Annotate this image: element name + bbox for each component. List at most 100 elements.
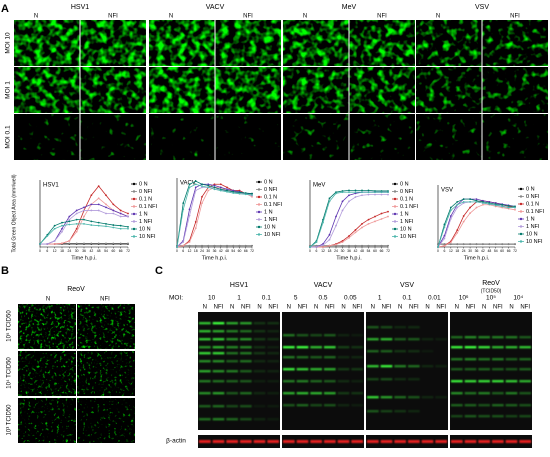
legend-label: 10 NFI xyxy=(400,234,417,240)
data-point xyxy=(469,212,471,215)
condition-label: NFI xyxy=(377,14,387,20)
loading-membrane xyxy=(450,435,532,448)
legend-marker xyxy=(257,203,261,206)
actin-band xyxy=(253,440,266,443)
x-tick-label: 66 xyxy=(244,249,248,253)
data-point xyxy=(462,201,465,203)
micrograph xyxy=(149,67,215,113)
protein-band xyxy=(283,334,295,337)
panel-label: A xyxy=(1,3,9,15)
protein-band xyxy=(394,326,406,329)
data-point xyxy=(194,186,197,189)
legend-label: 0 NFI xyxy=(400,189,414,195)
data-point xyxy=(361,226,363,229)
protein-band xyxy=(226,418,238,421)
x-tick-label: 66 xyxy=(507,249,511,253)
legend-marker xyxy=(519,195,523,198)
legend-marker xyxy=(132,190,136,193)
x-tick-label: 12 xyxy=(449,249,453,253)
protein-band xyxy=(199,360,211,363)
protein-band xyxy=(367,326,379,329)
protein-band xyxy=(519,358,531,361)
data-point xyxy=(361,191,363,194)
legend-label: 10 N xyxy=(400,226,412,232)
protein-band xyxy=(212,380,225,383)
y-axis-label: Total Green Object Area (mm²/well) xyxy=(11,174,17,252)
data-point xyxy=(83,209,85,212)
data-point xyxy=(226,244,228,247)
lane-label: NFI xyxy=(520,305,530,311)
data-point xyxy=(462,243,465,246)
protein-band xyxy=(212,338,225,341)
x-tick-label: 72 xyxy=(513,249,517,253)
protein-band xyxy=(380,338,393,341)
data-point xyxy=(201,195,203,198)
data-point xyxy=(380,193,383,196)
protein-band xyxy=(267,392,279,395)
data-point xyxy=(75,242,78,245)
condition-label: NFI xyxy=(243,14,253,20)
data-point xyxy=(105,206,107,209)
data-point xyxy=(213,188,216,191)
legend-label: 0.1 NFI xyxy=(139,204,158,210)
data-point xyxy=(238,191,241,194)
data-point xyxy=(188,241,191,243)
x-tick-label: 18 xyxy=(60,249,64,253)
data-point xyxy=(456,201,459,203)
data-point xyxy=(354,196,357,198)
moi-value: 10⁴ xyxy=(513,295,523,302)
protein-band xyxy=(421,365,434,368)
actin-band xyxy=(226,440,238,443)
actin-band xyxy=(351,440,363,443)
legend-marker xyxy=(519,210,523,213)
legend-marker xyxy=(393,190,397,193)
data-point xyxy=(68,242,71,245)
data-point xyxy=(207,189,210,192)
data-point xyxy=(213,183,216,186)
actin-band xyxy=(212,440,225,443)
data-point xyxy=(61,221,63,224)
protein-band xyxy=(451,392,463,395)
legend-marker xyxy=(132,205,136,208)
legend-marker xyxy=(519,240,523,243)
x-tick-label: 18 xyxy=(194,249,198,253)
lane-label: NFI xyxy=(298,305,308,311)
data-point xyxy=(61,242,63,245)
protein-band xyxy=(380,326,393,329)
data-point xyxy=(119,242,122,245)
protein-band xyxy=(199,346,211,349)
protein-band xyxy=(310,346,322,349)
legend-marker xyxy=(519,217,523,221)
protein-band xyxy=(367,350,379,353)
legend-label: 0 N xyxy=(526,186,535,192)
protein-band xyxy=(267,380,279,383)
condition-label: NFI xyxy=(108,14,118,20)
data-point xyxy=(361,244,363,247)
data-point xyxy=(97,221,100,224)
lane-label: N xyxy=(257,305,261,311)
x-tick-label: 48 xyxy=(225,249,229,253)
micrograph xyxy=(14,67,80,113)
micrograph xyxy=(416,67,482,113)
data-point xyxy=(443,223,446,226)
x-tick-label: 6 xyxy=(443,249,445,253)
protein-band xyxy=(199,392,211,395)
legend-marker xyxy=(257,233,261,236)
data-point xyxy=(127,215,129,218)
legend-marker xyxy=(393,197,397,201)
protein-band xyxy=(212,352,225,355)
legend-label: 0.1 N xyxy=(526,201,539,207)
protein-band xyxy=(464,368,477,371)
data-point xyxy=(226,186,228,189)
row-label: 10³ TCID50 xyxy=(7,404,13,436)
data-point xyxy=(83,242,85,245)
protein-band xyxy=(337,356,350,359)
data-point xyxy=(348,236,350,239)
protein-band xyxy=(226,352,238,355)
x-tick-label: 36 xyxy=(82,249,86,253)
data-point xyxy=(90,194,93,197)
protein-band xyxy=(253,418,266,421)
x-tick-label: 24 xyxy=(67,249,71,253)
data-point xyxy=(335,224,337,227)
protein-band xyxy=(240,360,252,363)
